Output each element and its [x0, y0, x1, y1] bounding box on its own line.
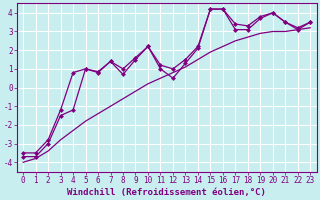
- X-axis label: Windchill (Refroidissement éolien,°C): Windchill (Refroidissement éolien,°C): [67, 188, 266, 197]
